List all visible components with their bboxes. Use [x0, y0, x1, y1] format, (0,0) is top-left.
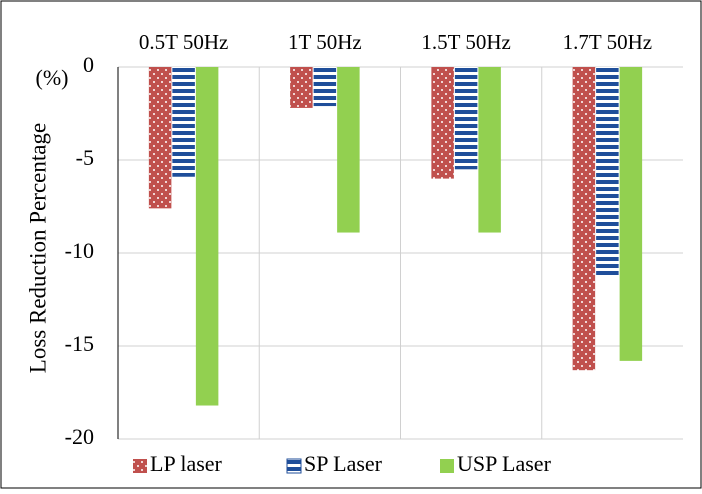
legend-label: USP Laser	[457, 451, 552, 476]
bar	[195, 67, 219, 406]
y-axis-label: Loss Reduction Percentage	[25, 123, 50, 373]
bar	[596, 67, 619, 276]
legend-swatch	[133, 459, 147, 473]
y-tick-label: -15	[65, 331, 94, 356]
x-tick-label: 1.5T 50Hz	[421, 30, 510, 54]
legend-label: LP laser	[150, 451, 223, 476]
bar	[478, 67, 501, 233]
bar	[172, 67, 195, 177]
bar	[148, 67, 172, 209]
bar	[431, 67, 454, 179]
y-tick-label: -10	[65, 238, 94, 263]
legend-label: SP Laser	[304, 451, 383, 476]
y-tick-label: 0	[83, 52, 94, 77]
bar	[337, 67, 360, 233]
bar	[619, 67, 643, 361]
x-tick-label: 0.5T 50Hz	[139, 30, 228, 54]
x-tick-label: 1.7T 50Hz	[563, 30, 652, 54]
bar	[572, 67, 596, 371]
bar	[454, 67, 478, 170]
y-tick-label: -20	[65, 424, 94, 449]
x-tick-label: 1T 50Hz	[288, 30, 362, 54]
bar	[313, 67, 337, 107]
legend-swatch	[440, 459, 454, 473]
y-tick-label: -5	[76, 145, 94, 170]
legend-swatch	[286, 458, 302, 474]
bar	[290, 67, 313, 108]
y-unit: (%)	[36, 65, 69, 90]
